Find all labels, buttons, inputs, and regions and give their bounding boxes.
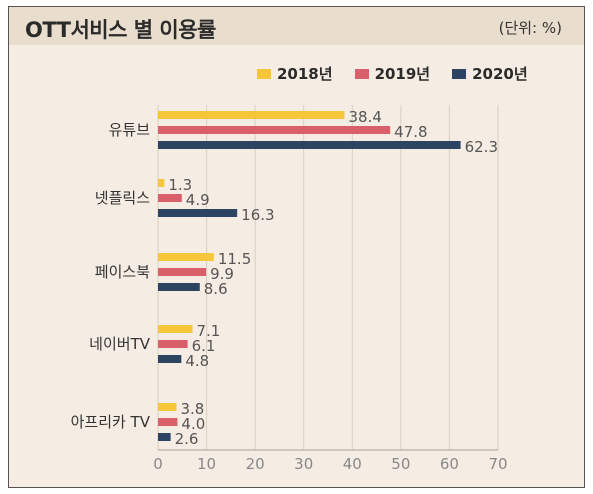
x-tick-label-6: 60 bbox=[440, 455, 459, 473]
chart-header: OTT서비스 별 이용률 (단위: %) bbox=[9, 7, 584, 45]
legend-label-2018: 2018년 bbox=[277, 65, 333, 83]
value-label-0-2: 62.3 bbox=[465, 138, 498, 156]
legend-item-2020: 2020년 bbox=[452, 63, 528, 84]
bar-1-0 bbox=[158, 179, 165, 187]
x-tick-label-1: 10 bbox=[197, 455, 216, 473]
bar-0-0 bbox=[158, 111, 345, 119]
x-tick-label-7: 70 bbox=[488, 455, 507, 473]
x-tick-label-4: 40 bbox=[343, 455, 362, 473]
value-label-4-1: 4.0 bbox=[181, 415, 205, 433]
legend-label-2020: 2020년 bbox=[472, 65, 528, 83]
chart-frame: OTT서비스 별 이용률 (단위: %) 2018년 2019년 2020년 0… bbox=[8, 6, 585, 488]
bar-chart: 0 10 20 30 40 50 60 70 유튜브 38.4 47.8 62.3 넷플릭스 1.34.9… bbox=[71, 105, 508, 473]
category-label-1: 넷플릭스 bbox=[95, 189, 150, 207]
value-label-1-0: 1.3 bbox=[168, 176, 192, 194]
bar-4-2 bbox=[158, 433, 171, 441]
bar-0-1 bbox=[158, 126, 391, 134]
legend-label-2019: 2019년 bbox=[374, 65, 431, 83]
value-label-0-0: 38.4 bbox=[349, 108, 382, 126]
unit-label: (단위: %) bbox=[498, 19, 562, 37]
value-label-2-0: 11.5 bbox=[218, 250, 251, 268]
value-label-4-0: 3.8 bbox=[180, 400, 204, 418]
bar-1-1 bbox=[158, 194, 182, 202]
legend-swatch-2020 bbox=[452, 68, 467, 79]
x-tick-label-0: 0 bbox=[153, 455, 163, 473]
category-label-4: 아프리카 TV bbox=[71, 413, 151, 431]
value-label-4-2: 2.6 bbox=[175, 430, 199, 448]
bar-2-1 bbox=[158, 268, 207, 276]
bar-1-2 bbox=[158, 209, 238, 217]
value-label-1-1: 4.9 bbox=[186, 191, 210, 209]
x-tick-label-2: 20 bbox=[246, 455, 265, 473]
value-label-2-1: 9.9 bbox=[210, 265, 234, 283]
bar-4-0 bbox=[158, 403, 177, 411]
category-label-0: 유튜브 bbox=[109, 121, 151, 139]
bar-3-1 bbox=[158, 340, 188, 348]
value-label-0-1: 47.8 bbox=[394, 123, 427, 141]
bar-4-1 bbox=[158, 418, 178, 426]
legend-swatch-2018 bbox=[257, 68, 271, 79]
x-tick-label-3: 30 bbox=[294, 455, 313, 473]
bar-3-0 bbox=[158, 325, 193, 333]
bar-3-2 bbox=[158, 355, 182, 363]
legend-item-2019: 2019년 bbox=[354, 63, 431, 84]
category-label-2: 페이스북 bbox=[95, 263, 150, 281]
value-label-1-2: 16.3 bbox=[241, 206, 274, 224]
x-tick-label-5: 50 bbox=[391, 455, 410, 473]
category-label-3: 네이버TV bbox=[89, 335, 151, 353]
bar-2-2 bbox=[158, 283, 200, 291]
bar-2-0 bbox=[158, 253, 214, 261]
value-label-3-2: 4.8 bbox=[185, 352, 209, 370]
chart-title: OTT서비스 별 이용률 bbox=[25, 18, 216, 42]
legend-item-2018: 2018년 bbox=[257, 63, 333, 84]
value-label-3-1: 6.1 bbox=[192, 337, 216, 355]
legend-swatch-2019 bbox=[354, 68, 369, 79]
bar-0-2 bbox=[158, 141, 461, 149]
value-label-2-2: 8.6 bbox=[204, 280, 228, 298]
legend: 2018년 2019년 2020년 bbox=[257, 63, 528, 84]
value-label-3-0: 7.1 bbox=[196, 322, 220, 340]
